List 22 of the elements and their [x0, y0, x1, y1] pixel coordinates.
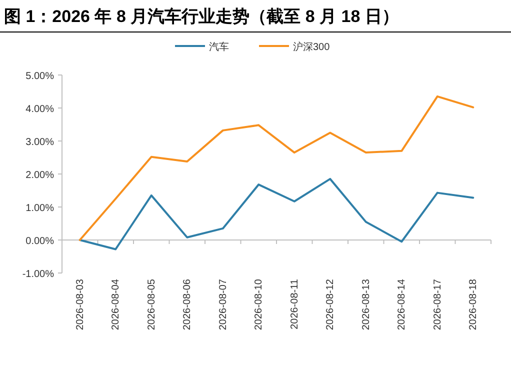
y-tick-label: 0.00% [26, 236, 54, 247]
x-tick-label: 2026-08-04 [110, 278, 122, 330]
y-tick-label: 4.00% [26, 104, 54, 115]
x-tick-label: 2026-08-07 [218, 278, 229, 330]
y-tick-label: 5.00% [26, 71, 54, 82]
x-tick-label: 2026-08-11 [289, 278, 300, 330]
x-tick-label: 2026-08-05 [146, 278, 158, 330]
x-tick-label: 2026-08-14 [396, 278, 408, 330]
title: 图 1：2026 年 8 月汽车行业走势（截至 8 月 18 日） [4, 7, 399, 26]
x-tick-label: 2026-08-17 [432, 278, 444, 330]
x-tick-label: 2026-08-12 [325, 278, 336, 330]
x-tick-label: 2026-08-13 [360, 278, 372, 330]
y-tick-label: 3.00% [26, 137, 54, 148]
x-tick-label: 2026-08-06 [182, 278, 194, 330]
x-tick-label: 2026-08-10 [254, 278, 265, 330]
y-tick-label: -1.00% [22, 269, 54, 280]
legend-label: 沪深300 [293, 41, 330, 53]
legend-label: 汽车 [209, 41, 229, 53]
x-tick-label: 2026-08-03 [74, 278, 86, 330]
y-tick-label: 1.00% [26, 203, 54, 214]
x-tick-label: 2026-08-18 [468, 278, 480, 330]
y-tick-label: 2.00% [26, 170, 54, 181]
